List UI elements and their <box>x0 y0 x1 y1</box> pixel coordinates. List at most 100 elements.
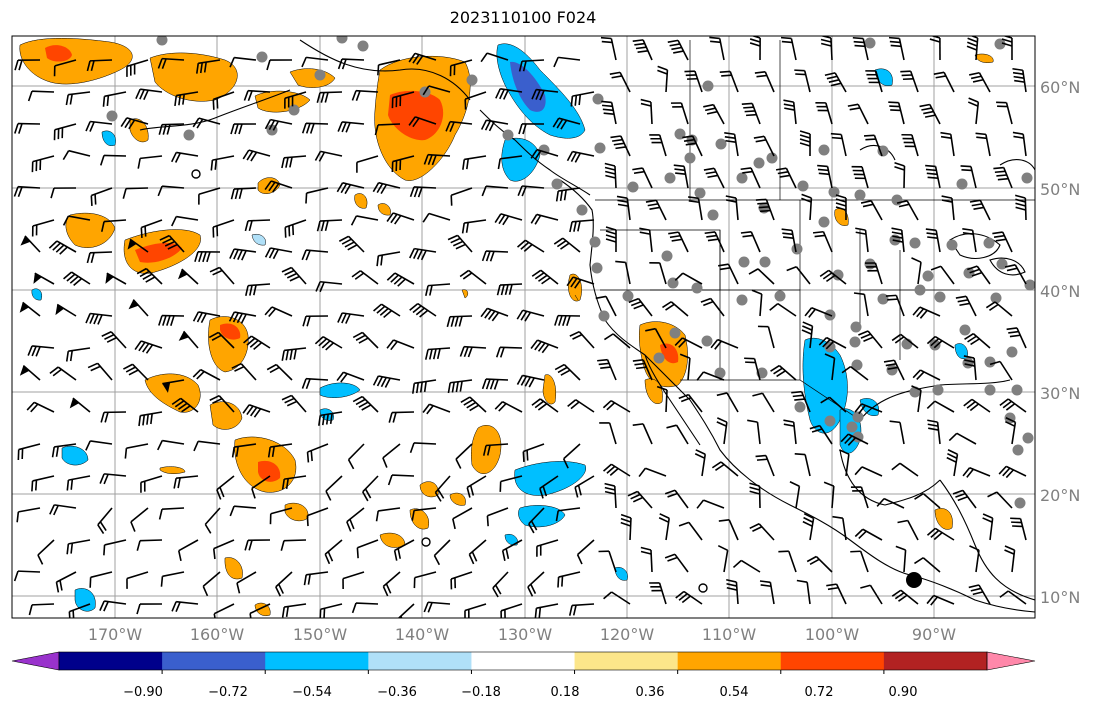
wind-barb <box>531 88 559 101</box>
wind-barb <box>554 314 581 327</box>
wind-barb <box>27 90 55 102</box>
wind-barb <box>55 303 77 317</box>
wind-barb <box>632 423 653 445</box>
wind-barb <box>770 364 797 381</box>
wind-barb <box>301 249 329 261</box>
wind-barb <box>62 215 91 226</box>
wind-barb <box>710 338 739 350</box>
wind-barb <box>434 475 451 502</box>
wind-barb <box>422 212 451 223</box>
wind-barb <box>337 121 365 133</box>
station-marker <box>183 129 195 141</box>
wind-barb <box>854 466 883 477</box>
wind-barb <box>208 331 235 349</box>
wind-barb <box>632 359 653 381</box>
station-marker <box>1011 384 1023 396</box>
lon-labels: 170°W 160°W 150°W 140°W 130°W 120°W 110°… <box>88 625 956 644</box>
colorbar <box>11 651 1036 674</box>
station-marker <box>846 421 858 433</box>
wind-barb <box>445 120 473 133</box>
wind-barb <box>568 603 595 616</box>
wind-barb <box>337 312 365 324</box>
wind-barb <box>66 539 91 555</box>
wind-barb <box>982 513 994 541</box>
wind-barb <box>195 59 221 74</box>
wind-barb <box>55 571 77 593</box>
wind-barb <box>632 167 653 189</box>
wind-barb <box>499 475 523 492</box>
wind-barb <box>159 234 185 253</box>
wind-barb <box>461 219 487 234</box>
wind-barb <box>412 379 437 394</box>
wind-barb <box>245 283 271 296</box>
wind-barb <box>883 359 905 381</box>
wind-barb <box>105 272 127 285</box>
station-marker <box>850 321 862 333</box>
wind-barb <box>552 117 581 130</box>
colorbar-extend-min <box>11 651 60 671</box>
wind-barb <box>85 312 113 325</box>
wind-barb <box>601 100 617 125</box>
wind-barb <box>759 580 775 605</box>
wind-barb <box>755 198 775 221</box>
wind-barb <box>301 56 329 68</box>
wind-barb <box>264 180 293 193</box>
station-marker <box>653 352 665 364</box>
station-marker <box>715 138 727 150</box>
wind-barb <box>553 237 581 253</box>
wind-barb <box>352 395 379 413</box>
wind-barb <box>213 603 235 618</box>
station-marker <box>851 359 863 371</box>
station-marker <box>714 367 726 379</box>
wind-barb <box>645 327 667 349</box>
wind-barb <box>466 475 487 498</box>
wind-barb <box>281 475 307 490</box>
station-marker <box>622 290 634 302</box>
wind-barb <box>446 315 473 328</box>
wind-barb <box>926 527 955 541</box>
wind-barb <box>894 162 906 189</box>
wind-barb <box>281 266 307 285</box>
wind-barb <box>748 268 775 285</box>
wind-barb <box>386 339 415 351</box>
wind-barb <box>670 102 689 125</box>
wind-barb <box>228 311 257 324</box>
station-marker <box>891 194 903 206</box>
wind-barb <box>337 58 365 70</box>
wind-barb <box>373 303 401 319</box>
station-marker <box>592 93 604 105</box>
wind-barb <box>37 539 55 565</box>
station-marker <box>909 237 921 249</box>
wind-barb <box>860 584 883 605</box>
wind-barb <box>531 269 559 285</box>
wind-barb <box>709 36 725 61</box>
wind-barb <box>926 400 955 413</box>
wind-barb <box>865 70 883 93</box>
wind-barb <box>99 473 127 485</box>
wind-barb <box>33 272 55 285</box>
wind-barb <box>127 238 149 253</box>
wind-barb <box>517 185 545 197</box>
wind-barb <box>324 539 343 565</box>
wind-barb <box>888 101 905 125</box>
wind-barb <box>305 187 329 204</box>
wind-barb <box>896 200 919 221</box>
station-marker <box>934 291 946 303</box>
wind-barb <box>605 226 617 253</box>
colorbar-segment <box>677 652 782 670</box>
station-marker <box>256 51 268 63</box>
wind-barb <box>688 196 703 221</box>
station-marker <box>818 144 830 156</box>
wind-barb <box>597 358 617 381</box>
wind-barb <box>704 231 725 253</box>
wind-barb <box>362 475 379 502</box>
wind-barb <box>229 505 257 517</box>
wind-barb <box>841 365 869 381</box>
wind-barb <box>891 333 919 349</box>
wind-barb <box>450 571 473 590</box>
wind-barb <box>209 266 235 285</box>
wind-barb <box>716 392 739 413</box>
station-marker <box>694 187 706 199</box>
station-marker <box>864 37 876 49</box>
wind-barb <box>576 539 595 565</box>
